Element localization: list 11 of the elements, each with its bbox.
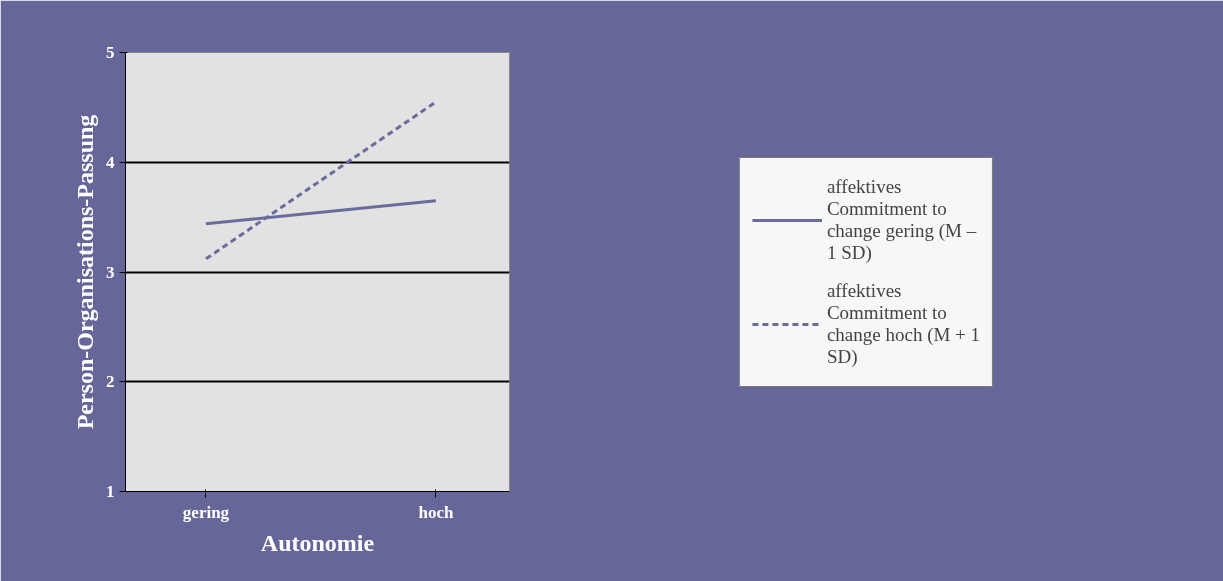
x-tick-label: gering bbox=[182, 502, 230, 522]
legend-label: affektives Commitment to change gering (M – 1 SD) bbox=[826, 174, 977, 265]
legend-label: affektives Commitment to change hoch (M + 1 SD) bbox=[826, 278, 981, 369]
y-tick-label: 3 bbox=[106, 262, 115, 282]
y-tick-label: 1 bbox=[106, 482, 115, 501]
y-axis-title: Person-Organisations-Passung bbox=[72, 114, 98, 430]
y-tick-label: 4 bbox=[106, 152, 115, 172]
x-axis-title: Autonomie bbox=[260, 529, 375, 556]
y-tick-label: 2 bbox=[106, 372, 115, 392]
y-tick-label: 5 bbox=[106, 43, 115, 62]
x-tick-label: hoch bbox=[418, 502, 454, 522]
